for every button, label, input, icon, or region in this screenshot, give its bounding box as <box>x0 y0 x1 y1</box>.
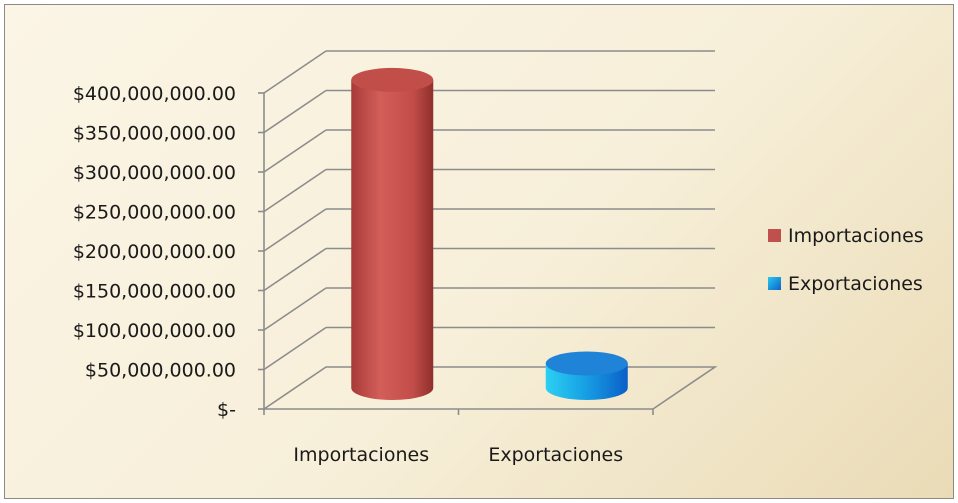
side-gridline <box>263 168 327 213</box>
bar-chart: $- $50,000,000.00 $100,000,000.00 $150,000,… <box>73 50 924 466</box>
legend-swatch <box>768 229 781 242</box>
y-tick-label: $150,000,000.00 <box>73 281 236 303</box>
labels-layer: $- $50,000,000.00 $100,000,000.00 $150,000,… <box>73 83 623 466</box>
chart-frame: $- $50,000,000.00 $100,000,000.00 $150,000,… <box>4 4 954 499</box>
axes-layer <box>258 50 718 415</box>
bar-top <box>351 67 434 92</box>
bar-top <box>545 351 628 376</box>
floor-outline <box>263 366 718 410</box>
side-gridline <box>263 247 327 292</box>
y-tick-label: $100,000,000.00 <box>73 320 236 342</box>
side-gridline <box>263 129 327 173</box>
y-tick-label: $350,000,000.00 <box>73 123 236 145</box>
bar-body <box>351 79 434 401</box>
bar-exportaciones <box>545 351 628 400</box>
x-tick-label: Importaciones <box>293 444 429 466</box>
side-gridline <box>263 89 327 134</box>
y-tick-label: $50,000,000.00 <box>85 360 236 382</box>
y-tick-label: $300,000,000.00 <box>73 162 236 184</box>
side-gridline <box>263 287 327 331</box>
side-gridline <box>263 50 327 94</box>
legend-swatch <box>768 277 781 290</box>
bars-layer <box>351 67 628 401</box>
side-gridline <box>263 326 327 371</box>
y-tick-label: $250,000,000.00 <box>73 202 236 224</box>
side-gridline <box>263 208 327 252</box>
legend: Importaciones Exportaciones <box>768 225 924 295</box>
x-tick-label: Exportaciones <box>488 444 623 466</box>
y-tick-label: $- <box>217 399 236 421</box>
y-tick-label: $200,000,000.00 <box>73 241 236 263</box>
legend-label: Importaciones <box>788 225 924 247</box>
legend-label: Exportaciones <box>788 273 923 295</box>
bar-importaciones <box>351 67 434 401</box>
y-tick-label: $400,000,000.00 <box>73 83 236 105</box>
